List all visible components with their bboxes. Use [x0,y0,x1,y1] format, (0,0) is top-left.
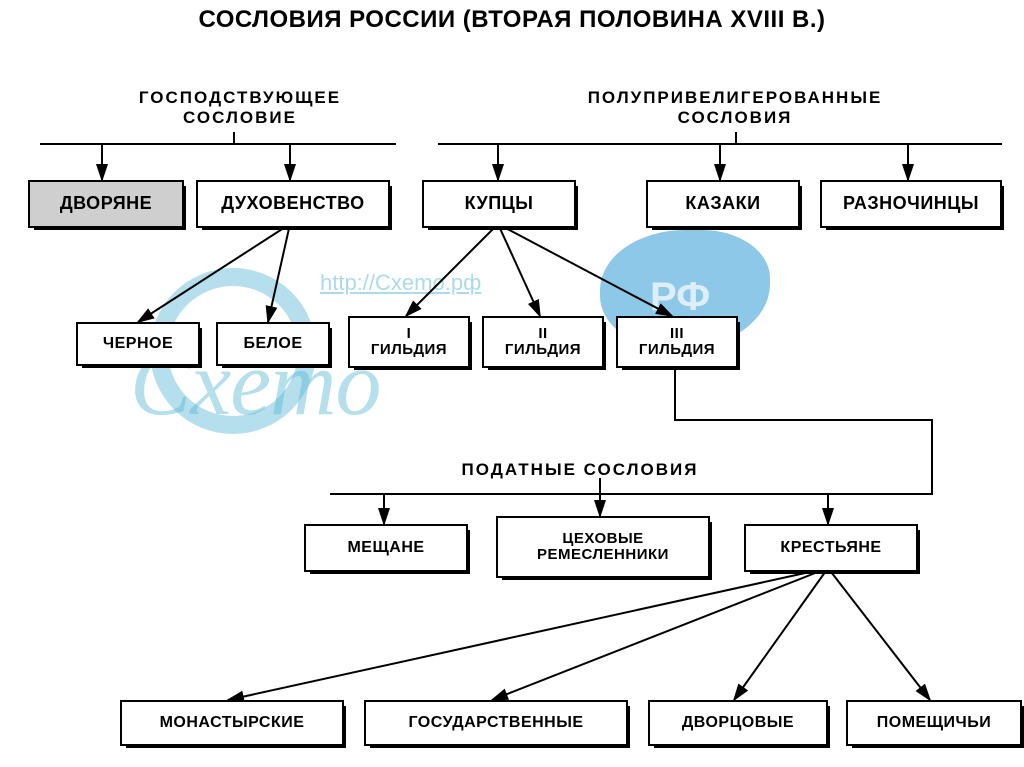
node-remeslen: ЦЕХОВЫЕРЕМЕСЛЕННИКИ [496,516,706,574]
group-label-semi: ПОЛУПРИВЕЛИГЕРОВАННЫЕСОСЛОВИЯ [520,88,950,127]
node-label: ПОМЕЩИЧЬИ [848,714,1020,732]
node-dvoryane: ДВОРЯНЕ [28,180,180,224]
group-label-ruling: ГОСПОДСТВУЮЩЕЕСОСЛОВИЕ [105,88,375,127]
node-kupcy: КУПЦЫ [422,180,572,224]
node-dvorcovye: ДВОРЦОВЫЕ [648,700,824,742]
group-label-taxable: ПОДАТНЫЕ СОСЛОВИЯ [430,460,730,480]
node-duhovenstvo: ДУХОВЕНСТВО [196,180,386,224]
node-label: МОНАСТЫРСКИЕ [122,714,342,732]
node-label: IIIГИЛЬДИЯ [618,326,736,359]
node-label: IIГИЛЬДИЯ [484,326,602,359]
node-krestyane: КРЕСТЬЯНЕ [744,524,914,568]
node-raznochincy: РАЗНОЧИНЦЫ [820,180,998,224]
node-label: ЦЕХОВЫЕРЕМЕСЛЕННИКИ [498,531,708,564]
node-kazaki: КАЗАКИ [646,180,796,224]
watermark-pf: РФ [650,275,710,320]
node-gild2: IIГИЛЬДИЯ [482,316,600,364]
node-label: ДУХОВЕНСТВО [198,194,388,214]
node-label: IГИЛЬДИЯ [350,326,468,359]
node-label: КУПЦЫ [424,194,574,214]
node-meshane: МЕЩАНЕ [304,524,464,568]
node-label: ГОСУДАРСТВЕННЫЕ [366,714,626,732]
node-label: ДВОРЦОВЫЕ [650,714,826,732]
node-monastyr: МОНАСТЫРСКИЕ [120,700,340,742]
node-label: БЕЛОЕ [218,335,328,353]
node-gild3: IIIГИЛЬДИЯ [616,316,734,364]
node-label: МЕЩАНЕ [306,539,466,557]
node-gild1: IГИЛЬДИЯ [348,316,466,364]
node-label: РАЗНОЧИНЦЫ [822,194,1000,214]
node-label: КРЕСТЬЯНЕ [746,539,916,557]
node-beloe: БЕЛОЕ [216,322,326,362]
diagram-canvas: { "title": "СОСЛОВИЯ РОССИИ (ВТОРАЯ ПОЛО… [0,0,1024,767]
node-label: КАЗАКИ [648,194,798,214]
node-label: ЧЕРНОЕ [78,335,198,353]
node-chernoe: ЧЕРНОЕ [76,322,196,362]
node-gosudar: ГОСУДАРСТВЕННЫЕ [364,700,624,742]
node-pomeshichyi: ПОМЕЩИЧЬИ [846,700,1018,742]
node-label: ДВОРЯНЕ [30,194,182,214]
watermark-url: http://Cxemo.рф [320,270,481,296]
diagram-title: СОСЛОВИЯ РОССИИ (ВТОРАЯ ПОЛОВИНА XVIII В… [0,6,1024,34]
